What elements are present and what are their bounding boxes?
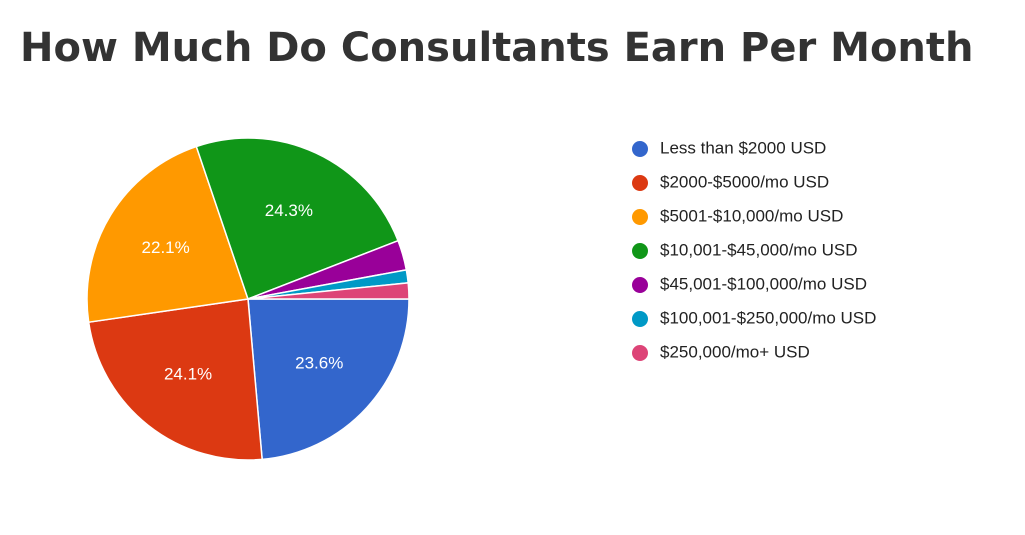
pie-slice bbox=[247, 298, 410, 461]
slice-label: 24.3% bbox=[265, 201, 313, 220]
pie-slice bbox=[87, 298, 263, 461]
legend-marker bbox=[632, 277, 648, 293]
legend-marker bbox=[632, 243, 648, 259]
slice-label: 24.1% bbox=[164, 364, 212, 383]
legend-marker bbox=[632, 345, 648, 361]
legend-marker bbox=[632, 175, 648, 191]
slice-label: 22.1% bbox=[142, 238, 190, 257]
legend-label: $45,001-$100,000/mo USD bbox=[660, 274, 867, 293]
chart-title: How Much Do Consultants Earn Per Month bbox=[20, 25, 974, 71]
legend-label: $2000-$5000/mo USD bbox=[660, 172, 829, 191]
legend-label: Less than $2000 USD bbox=[660, 138, 826, 157]
legend-label: $5001-$10,000/mo USD bbox=[660, 206, 843, 225]
legend-marker bbox=[632, 311, 648, 327]
pie-slice bbox=[86, 145, 249, 324]
slice-label: 23.6% bbox=[295, 354, 343, 373]
legend-label: $250,000/mo+ USD bbox=[660, 342, 810, 361]
legend-label: $10,001-$45,000/mo USD bbox=[660, 240, 858, 259]
legend-label: $100,001-$250,000/mo USD bbox=[660, 308, 876, 327]
pie-slice bbox=[195, 137, 400, 300]
legend-marker bbox=[632, 209, 648, 225]
pie-slice bbox=[247, 282, 410, 300]
legend-marker bbox=[632, 141, 648, 157]
